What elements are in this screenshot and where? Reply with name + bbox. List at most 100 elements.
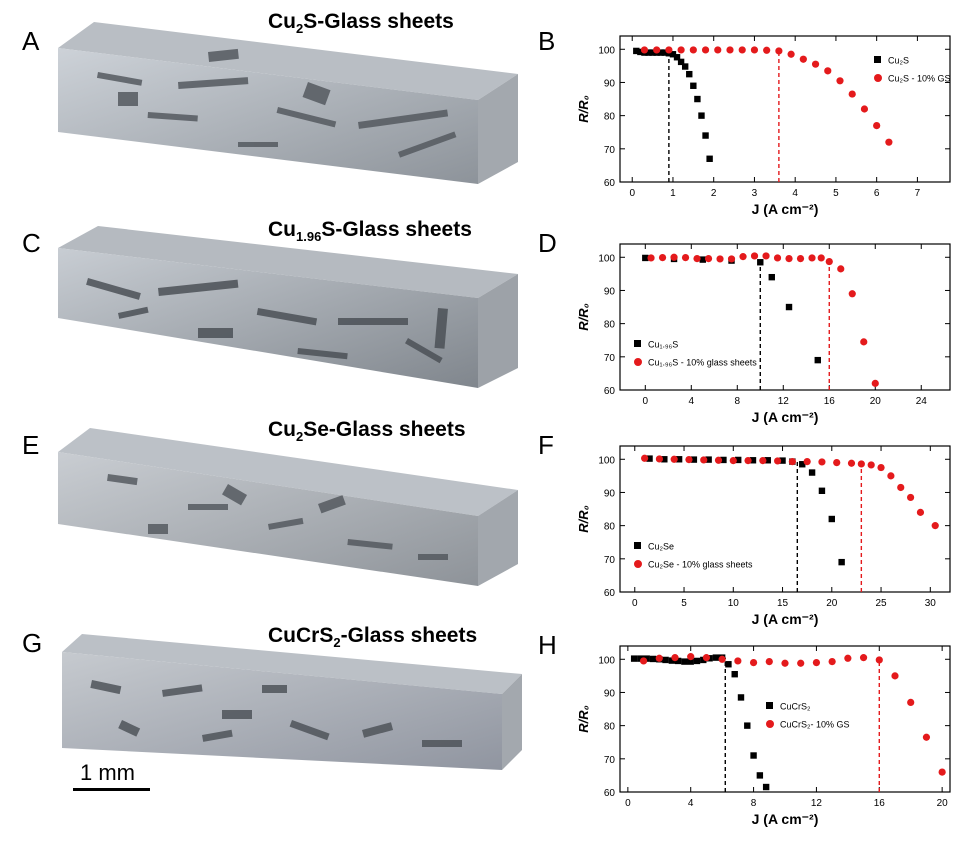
title-sub: 1.96 <box>296 229 322 245</box>
x-axis-label: J (A cm⁻²) <box>752 611 819 627</box>
data-point-circle <box>848 290 856 298</box>
data-point-circle <box>729 457 737 465</box>
data-point-circle <box>774 457 782 465</box>
data-point-circle <box>687 653 695 661</box>
legend-label: CuCrS₂- 10% GS <box>780 720 850 730</box>
y-tick-label: 70 <box>604 353 616 364</box>
data-point-square <box>744 722 751 729</box>
data-point-circle <box>916 508 925 516</box>
title-rest: S-Glass sheets <box>303 10 454 33</box>
data-point-circle <box>773 254 782 262</box>
y-axis-label: R/R₀ <box>576 303 591 331</box>
data-point-square <box>674 657 682 665</box>
data-point-circle <box>837 265 845 273</box>
data-point-square <box>694 95 701 103</box>
data-point-circle <box>685 456 693 464</box>
data-point-square <box>657 49 664 56</box>
data-point-circle <box>701 46 710 54</box>
data-point-circle <box>714 456 723 464</box>
y-axis-label: R/R₀ <box>576 95 591 123</box>
data-point-square <box>699 256 706 263</box>
block-title-cu2s: Cu2S-Glass sheets <box>268 10 454 36</box>
data-point-square <box>720 456 727 464</box>
data-point-square <box>681 63 689 70</box>
data-point-circle <box>718 655 726 663</box>
chart-h: 0 4 8 12 16 20 60 70 80 90 100 J (A cm⁻²) R/R₀ CuCrS₂… <box>576 645 951 827</box>
x-tick-label: 0 <box>625 798 631 809</box>
block-title-cucrs2: CuCrS2-Glass sheets <box>268 624 477 650</box>
x-tick-label: 2 <box>711 188 717 199</box>
data-point-circle <box>739 253 747 261</box>
y-tick-label: 60 <box>604 788 616 799</box>
legend-marker-circle <box>634 560 642 568</box>
data-point-square <box>681 658 688 665</box>
x-tick-label: 24 <box>916 396 928 407</box>
data-point-square <box>698 112 705 119</box>
data-point-circle <box>875 656 883 664</box>
title-base: CuCrS <box>268 624 334 647</box>
data-point-circle <box>763 46 771 54</box>
data-point-circle <box>670 455 678 463</box>
data-point-square <box>645 49 652 56</box>
x-tick-label: 5 <box>833 188 839 199</box>
data-point-circle <box>938 768 946 776</box>
data-point-circle <box>788 457 796 466</box>
data-point-square <box>677 58 685 66</box>
data-point-circle <box>655 455 664 463</box>
y-tick-label: 60 <box>604 178 616 189</box>
x-tick-label: 10 <box>728 598 740 609</box>
composite-block-e <box>58 428 518 586</box>
data-point-square <box>838 558 845 566</box>
panel-letter-c: C <box>22 228 41 258</box>
x-tick-label: 0 <box>629 188 635 199</box>
legend-label: Cu₁.₉₆S <box>648 340 678 350</box>
block-title-cu2se: Cu2Se-Glass sheets <box>268 418 466 444</box>
legend-label: Cu₁.₉₆S - 10% glass sheets <box>648 358 757 368</box>
title-rest: -Glass sheets <box>340 624 478 647</box>
data-point-square <box>799 461 806 468</box>
y-tick-label: 80 <box>604 722 616 733</box>
x-tick-label: 16 <box>874 798 886 809</box>
data-point-circle <box>658 254 667 262</box>
data-point-circle <box>647 254 655 262</box>
y-tick-label: 70 <box>604 755 616 766</box>
data-point-circle <box>859 654 868 662</box>
panel-letter-h: H <box>538 630 557 660</box>
panel-letter-g: G <box>22 628 43 658</box>
data-point-square <box>764 457 771 464</box>
x-axis-label: J (A cm⁻²) <box>752 811 819 827</box>
data-point-circle <box>693 255 701 263</box>
data-point-circle <box>640 46 649 54</box>
x-tick-label: 4 <box>792 188 798 199</box>
x-tick-label: 3 <box>752 188 758 199</box>
data-point-circle <box>848 90 856 98</box>
data-point-square <box>702 132 709 139</box>
data-point-square <box>762 783 770 791</box>
x-tick-label: 20 <box>937 798 949 809</box>
data-point-square <box>785 303 793 311</box>
panel-letter-e: E <box>22 430 40 460</box>
data-point-square <box>705 456 712 463</box>
data-point-circle <box>775 47 783 55</box>
data-point-square <box>757 259 764 266</box>
data-point-square <box>675 456 683 463</box>
legend-label: Cu₂S <box>888 56 909 66</box>
panel-letter-f: F <box>538 430 554 460</box>
data-point-circle <box>867 461 875 469</box>
panel-letter-a: A <box>22 26 40 56</box>
data-point-circle <box>716 255 724 263</box>
data-point-square <box>737 694 745 701</box>
data-point-circle <box>825 257 833 266</box>
data-point-circle <box>887 472 895 480</box>
x-tick-label: 20 <box>870 396 882 407</box>
data-point-circle <box>671 654 679 662</box>
data-point-circle <box>818 458 826 466</box>
data-point-circle <box>734 657 742 665</box>
y-tick-label: 90 <box>604 286 616 297</box>
data-point-circle <box>750 46 759 54</box>
panel-letter-b: B <box>538 26 556 56</box>
data-point-circle <box>877 463 885 472</box>
x-tick-label: 0 <box>643 396 649 407</box>
data-point-circle <box>891 672 899 680</box>
data-point-circle <box>873 121 881 130</box>
